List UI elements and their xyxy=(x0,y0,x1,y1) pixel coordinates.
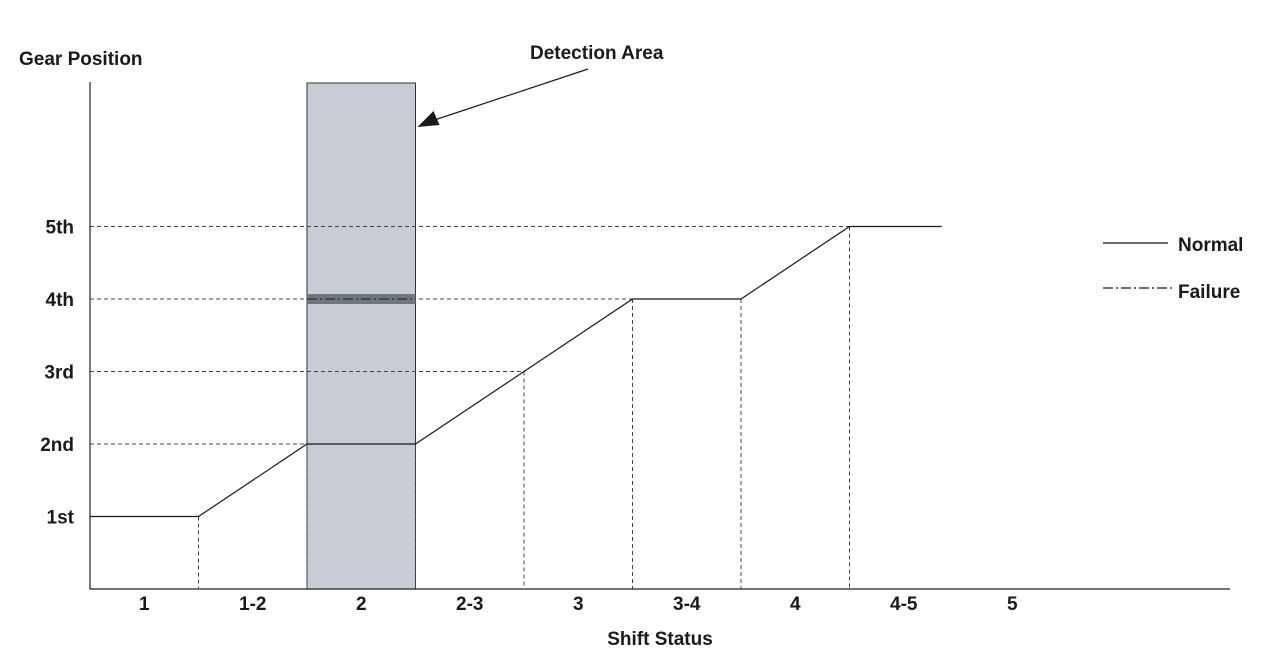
annotation-arrow-head xyxy=(417,111,440,127)
y-tick-label: 1st xyxy=(47,508,75,529)
legend-label-failure: Failure xyxy=(1178,282,1240,303)
plot-area: 1st 2nd 3rd 4th 5th 1 1-2 2 2-3 3 3-4 4 4-5 5 xyxy=(40,68,1230,615)
x-tick-label: 4-5 xyxy=(890,594,918,615)
series-line-normal xyxy=(90,225,942,518)
x-tick-label: 1-2 xyxy=(239,594,266,615)
y-axis-title: Gear Position xyxy=(19,49,143,70)
x-tick-label: 2-3 xyxy=(456,594,483,615)
y-tick-label: 4th xyxy=(46,290,75,311)
annotation-arrow-line xyxy=(431,68,589,122)
y-tick-label: 2nd xyxy=(40,435,74,456)
x-tick-label: 3-4 xyxy=(673,594,701,615)
detection-area-label: Detection Area xyxy=(530,43,664,64)
x-axis-title: Shift Status xyxy=(607,629,713,650)
x-tick-label: 4 xyxy=(790,594,801,615)
x-tick-label: 1 xyxy=(139,594,150,615)
x-tick-label: 2 xyxy=(356,594,367,615)
x-tick-label: 3 xyxy=(573,594,584,615)
y-tick-label: 5th xyxy=(46,218,75,239)
x-tick-label: 5 xyxy=(1007,594,1018,615)
legend-label-normal: Normal xyxy=(1178,235,1243,256)
detection-area-region xyxy=(306,82,416,590)
y-tick-label: 3rd xyxy=(44,363,74,384)
